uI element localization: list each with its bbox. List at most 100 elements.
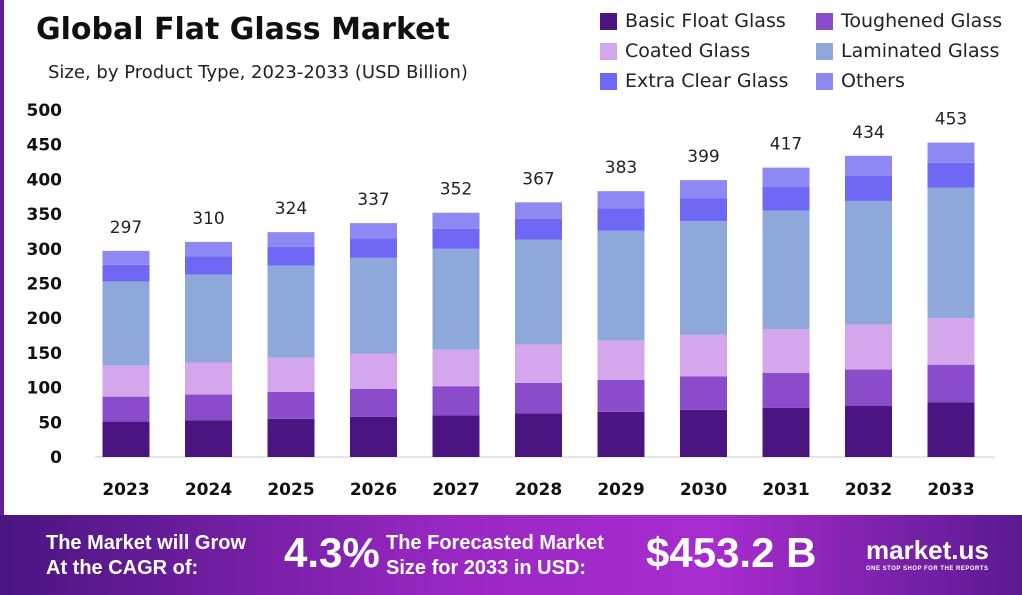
legend-item: Basic Float Glass (600, 10, 816, 32)
bar-segment (680, 334, 727, 377)
chart-subtitle: Size, by Product Type, 2023-2033 (USD Bi… (48, 62, 468, 83)
bar-segment (515, 413, 562, 457)
total-label: 453 (935, 110, 967, 130)
cagr-value: 4.3% (284, 529, 380, 576)
bar-segment (927, 162, 975, 188)
bar-segment (267, 391, 315, 419)
bar-segment (680, 376, 727, 410)
bar-segment (267, 357, 315, 392)
legend-swatch (816, 72, 833, 90)
bar-segment (597, 411, 645, 457)
legend: Basic Float Glass Toughened Glass Coated G… (600, 10, 1016, 92)
bar-segment (845, 175, 892, 201)
y-tick-label: 400 (27, 170, 63, 190)
bar-segment (597, 230, 645, 341)
bar-segment (597, 208, 645, 231)
forecast-label: The Forecasted Market Size for 2033 in US… (386, 531, 604, 581)
chart-title: Global Flat Glass Market (36, 12, 450, 47)
legend-swatch (816, 42, 833, 60)
bar-segment (927, 318, 975, 365)
bar-segment (267, 232, 315, 247)
bar-segment (350, 416, 397, 457)
bar-segment (350, 353, 397, 389)
x-tick-label: 2031 (762, 480, 809, 500)
bar-segment (350, 388, 397, 417)
bar-segment (597, 191, 645, 209)
bar-segment (515, 218, 562, 240)
total-label: 367 (522, 169, 554, 189)
total-label: 337 (357, 190, 389, 210)
bar-segment (927, 402, 975, 457)
bar-segment (515, 239, 562, 345)
bar-segment (762, 210, 810, 330)
x-tick-label: 2032 (845, 480, 892, 500)
bar-segment (927, 142, 975, 163)
y-tick-label: 0 (50, 448, 62, 468)
bar-segment (185, 256, 232, 275)
brand-tagline: ONE STOP SHOP FOR THE REPORTS (866, 566, 989, 572)
bar-segment (432, 386, 480, 416)
bar-segment (102, 250, 150, 265)
legend-item: Others (816, 70, 1016, 92)
total-label: 383 (605, 158, 637, 178)
total-label: 297 (110, 218, 142, 238)
total-label: 434 (852, 123, 884, 143)
x-tick-label: 2026 (350, 480, 397, 500)
bar-segment (927, 364, 975, 403)
y-tick-label: 200 (27, 309, 63, 329)
bar-segment (845, 200, 892, 325)
total-label: 352 (440, 180, 472, 200)
total-label: 324 (275, 199, 307, 219)
bar-segment (845, 155, 892, 176)
cagr-label-line2: At the CAGR of: (46, 557, 199, 579)
y-tick-label: 350 (27, 205, 63, 225)
bar-segment (350, 238, 397, 258)
legend-swatch (600, 72, 617, 90)
legend-label: Others (841, 70, 905, 92)
x-tick-label: 2033 (927, 480, 974, 500)
legend-swatch (600, 42, 617, 60)
bar-segment (432, 212, 480, 229)
bar-segment (762, 373, 810, 408)
bar-segment (267, 418, 315, 457)
bar-segment (680, 409, 727, 457)
legend-item: Extra Clear Glass (600, 70, 816, 92)
bar-segment (762, 329, 810, 374)
bar-segment (845, 369, 892, 406)
bar-segment (350, 223, 397, 239)
cagr-label-line1: The Market will Grow (46, 532, 247, 554)
bar-segment (185, 420, 232, 457)
legend-item: Coated Glass (600, 40, 816, 62)
bar-segment (432, 415, 480, 457)
x-tick-label: 2023 (102, 480, 149, 500)
total-label: 310 (192, 209, 224, 229)
bar-segment (432, 248, 480, 350)
footer-banner: The Market will Grow At the CAGR of: 4.3%… (0, 515, 1022, 595)
bar-segment (102, 365, 150, 397)
legend-swatch (600, 12, 617, 30)
bar-segment (680, 180, 727, 199)
bar-segment (432, 228, 480, 249)
y-tick-label: 50 (38, 413, 62, 433)
bar-segment (762, 167, 810, 188)
bar-segment (185, 274, 232, 363)
legend-swatch (816, 12, 833, 30)
y-tick-label: 450 (27, 136, 63, 156)
x-tick-label: 2027 (432, 480, 479, 500)
bar-segment (102, 396, 150, 422)
bar-segment (762, 187, 810, 211)
y-tick-label: 300 (27, 240, 63, 260)
forecast-label-line1: The Forecasted Market (386, 532, 604, 554)
bar-segment (927, 187, 975, 319)
legend-label: Toughened Glass (841, 10, 1003, 32)
bar-segment (515, 202, 562, 219)
bar-segment (102, 281, 150, 366)
x-tick-label: 2030 (680, 480, 727, 500)
bar-segment (350, 257, 397, 354)
bar-segment (432, 349, 480, 387)
legend-label: Coated Glass (625, 40, 751, 62)
forecast-value: $453.2 B (646, 529, 817, 576)
legend-item: Laminated Glass (816, 40, 1016, 62)
bar-segment (185, 394, 232, 421)
bar-segment (680, 221, 727, 335)
